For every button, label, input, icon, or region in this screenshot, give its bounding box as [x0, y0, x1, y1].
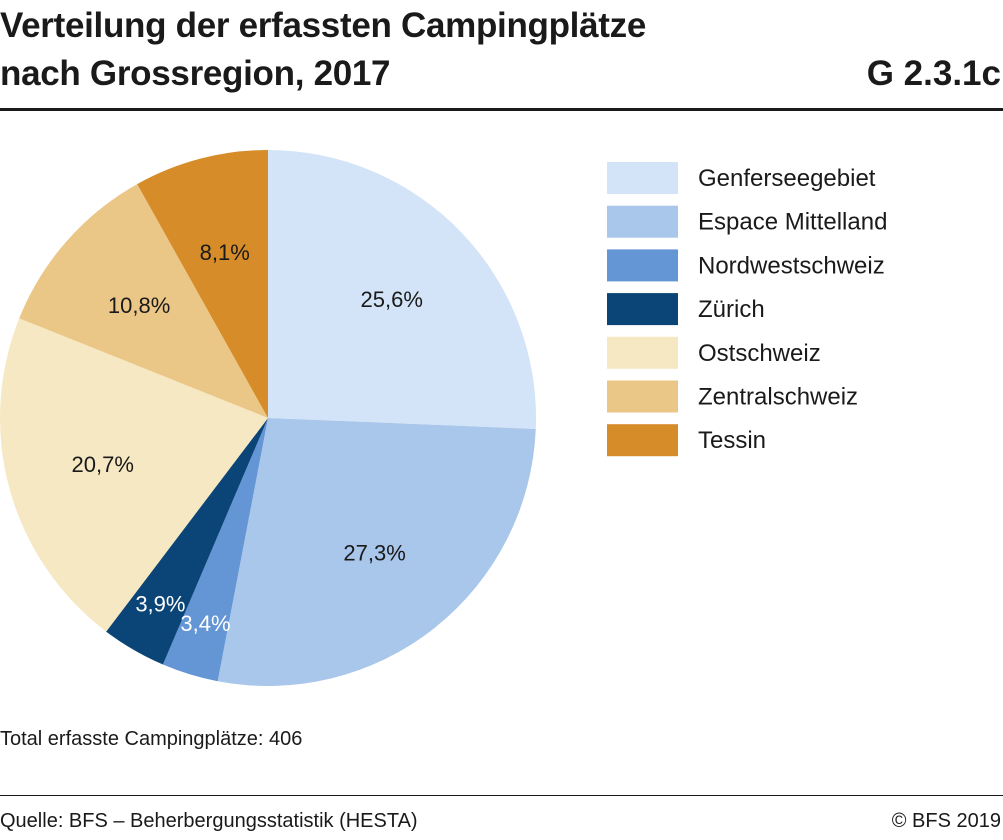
source-note: Quelle: BFS – Beherbergungsstatistik (HE… — [0, 810, 418, 832]
legend-label-tessin: Tessin — [698, 427, 766, 454]
legend-label-zurich: Zürich — [698, 296, 765, 323]
chart-title: Verteilung der erfassten Campingplätze n… — [0, 2, 800, 98]
pie-slice-espace-mittelland — [217, 418, 536, 686]
pie-slice-zurich — [106, 418, 268, 665]
pie-slice-zentralschweiz — [19, 184, 269, 418]
pie-chart: 25,6% 27,3% 3,4%3,9% 20,7% 10,8% 8,1% Genfers… — [0, 150, 887, 686]
legend-swatch-zentralschweiz — [607, 380, 678, 413]
slice-label-zurich: 3,9% — [135, 592, 185, 617]
slice-label-ostschweiz: 20,7% — [72, 452, 134, 477]
legend-label-espace-mittelland: Espace Mittelland — [698, 209, 887, 236]
copyright: © BFS 2019 — [891, 810, 1001, 832]
pie-slice-nordwestschweiz — [162, 418, 268, 682]
chart-legend: Genferseegebiet Espace Mittelland Nordwest… — [607, 162, 887, 457]
legend-swatch-espace-mittelland — [607, 205, 678, 238]
slice-label-genferseegebiet: 25,6% — [361, 287, 423, 312]
total-note: Total erfasste Campingplätze: 406 — [0, 728, 303, 750]
legend-swatch-tessin — [607, 424, 678, 457]
pie-slices — [0, 150, 537, 686]
legend-label-zentralschweiz: Zentralschweiz — [698, 384, 858, 411]
legend-swatch-nordwestschweiz — [607, 249, 678, 282]
legend-swatch-zurich — [607, 293, 678, 326]
pie-slice-genferseegebiet — [268, 150, 537, 429]
header-divider — [0, 108, 1003, 111]
slice-label-zentralschweiz: 10,8% — [108, 293, 170, 318]
pie-slice-labels: 25,6% 27,3% 3,4%3,9% 20,7% 10,8% 8,1% — [72, 240, 423, 636]
slice-label-espace-mittelland: 27,3% — [343, 540, 405, 565]
legend-label-nordwestschweiz: Nordwestschweiz — [698, 252, 885, 279]
chart-title-line-1: Verteilung der erfassten Campingplätze — [0, 6, 646, 45]
pie-slice-tessin — [137, 150, 268, 418]
legend-label-genferseegebiet: Genferseegebiet — [698, 165, 876, 192]
slice-label-tessin: 8,1% — [200, 240, 250, 265]
legend-swatch-genferseegebiet — [607, 162, 678, 194]
pie-slice-ostschweiz — [0, 318, 268, 632]
chart-title-line-2: nach Grossregion, 2017 — [0, 54, 391, 93]
slice-label-nordwestschweiz: 3,4% — [180, 611, 230, 636]
footer-divider — [0, 795, 1003, 796]
legend-swatch-ostschweiz — [607, 336, 678, 369]
legend-label-ostschweiz: Ostschweiz — [698, 340, 821, 367]
figure-id: G 2.3.1c — [866, 54, 1001, 93]
